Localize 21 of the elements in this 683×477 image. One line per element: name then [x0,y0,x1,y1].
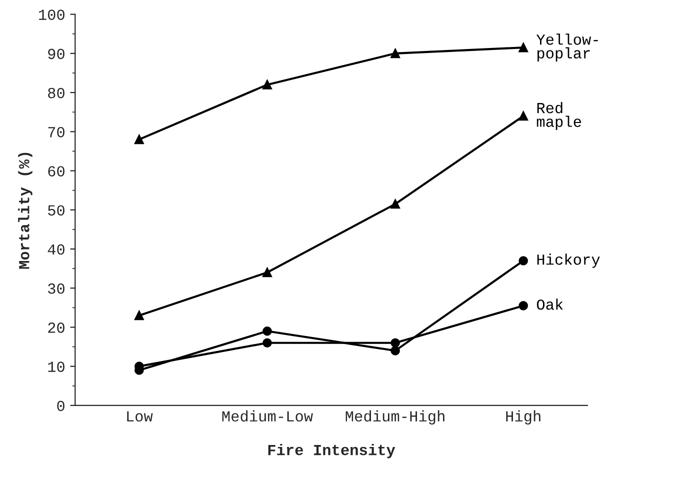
x-axis-title: Fire Intensity [268,444,396,458]
y-tick-label: 30 [48,283,64,294]
y-tick-label: 60 [48,166,64,176]
x-tick-label: High [506,410,540,425]
series-label: Yellow- poplar [536,34,598,62]
y-axis-title: Mortality (%) [18,152,32,269]
series-label: Oak [536,298,563,310]
y-tick-label: 80 [48,88,64,98]
y-tick-label: 100 [39,10,64,20]
y-tick-label: 0 [57,400,64,412]
x-tick-label: Medium-Low [222,410,313,422]
y-tick-label: 40 [48,244,64,255]
y-tick-label: 20 [48,322,64,333]
series-label: Hickory [537,254,600,268]
x-tick-label: Medium-High [346,410,444,425]
y-tick-label: 50 [48,205,64,216]
series-label: Red maple [536,102,581,130]
y-tick-label: 70 [48,126,64,138]
y-tick-label: 90 [48,48,64,60]
y-tick-label: 10 [48,362,64,372]
x-tick-label: Low [127,411,153,422]
